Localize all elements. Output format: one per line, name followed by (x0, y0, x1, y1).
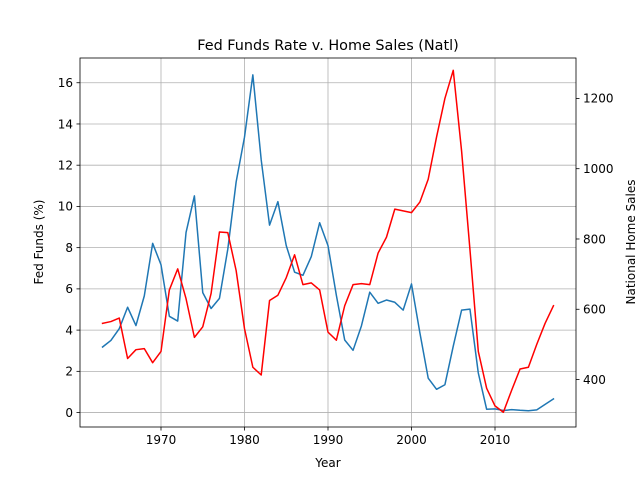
y2-tick-label: 800 (583, 232, 606, 246)
x-tick-label: 1980 (229, 433, 260, 447)
x-tick-label: 2010 (480, 433, 511, 447)
y2-tick-label: 1000 (583, 162, 614, 176)
y-tick-label: 6 (65, 282, 73, 296)
x-tick-label: 1990 (313, 433, 344, 447)
y-tick-label: 12 (58, 158, 73, 172)
x-tick-label: 2000 (396, 433, 427, 447)
y-tick-label: 16 (58, 76, 73, 90)
y-tick-label: 2 (65, 365, 73, 379)
y2-tick-label: 400 (583, 373, 606, 387)
y-tick-label: 8 (65, 241, 73, 255)
x-tick-label: 1970 (146, 433, 177, 447)
left-y-axis-label: Fed Funds (%) (32, 200, 46, 285)
y-tick-label: 10 (58, 200, 73, 214)
y-tick-label: 0 (65, 406, 73, 420)
x-axis-label: Year (314, 456, 340, 470)
y-tick-label: 14 (58, 117, 73, 131)
y2-tick-label: 1200 (583, 92, 614, 106)
chart-title: Fed Funds Rate v. Home Sales (Natl) (197, 38, 459, 54)
y-tick-label: 4 (65, 323, 73, 337)
right-y-axis-label: National Home Sales (624, 179, 638, 304)
y2-tick-label: 600 (583, 303, 606, 317)
